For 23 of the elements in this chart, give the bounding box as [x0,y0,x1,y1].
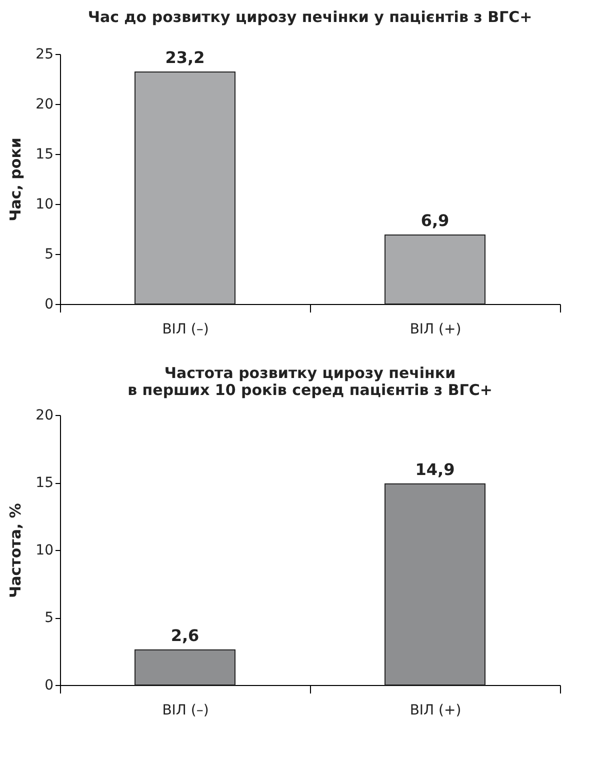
chart-title: Частота розвитку цирозу печінки в перших 10 років серед пацієнтів з ВГС+ [128,364,492,399]
y-tick-label: 15 [36,146,54,162]
chart-title: Час до розвитку цирозу печінки у пацієнтів з ВГС+ [88,8,532,26]
y-tick-label: 10 [36,196,54,212]
y-tick-label: 5 [44,610,54,626]
y-tick-label: 0 [44,678,54,694]
data-label: 6,9 [420,211,450,230]
data-label: 2,6 [170,626,200,645]
x-tick-label: ВІЛ (+) [410,702,462,718]
y-tick-label: 5 [44,246,54,262]
y-tick-label: 25 [36,46,54,62]
x-tick-label: ВІЛ (–) [162,322,209,338]
data-label: 23,2 [165,48,205,67]
y-tick-label: 10 [36,542,54,558]
y-tick-label: 20 [36,408,54,424]
y-tick-label: 20 [36,96,54,112]
y-tick-label: 15 [36,475,54,491]
data-label: 14,9 [415,460,455,479]
y-axis-title: Час, роки [6,138,25,222]
y-axis-title: Частота, % [6,503,25,598]
x-tick-label: ВІЛ (+) [410,322,462,338]
y-tick-label: 0 [44,296,54,312]
x-tick-label: ВІЛ (–) [162,702,209,718]
